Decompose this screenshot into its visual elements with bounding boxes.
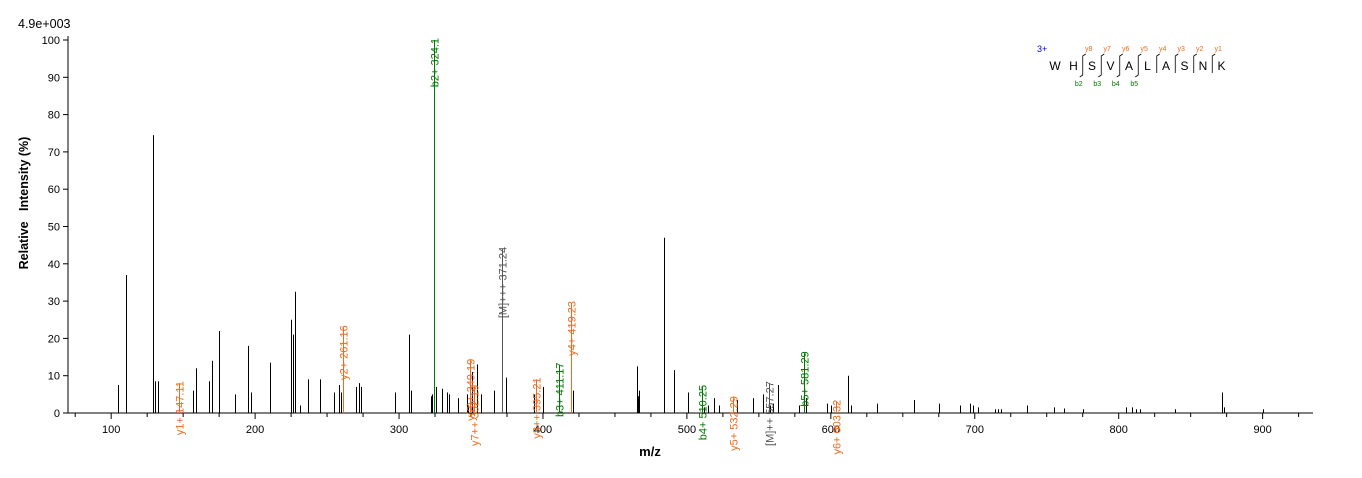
x-tick-label: 500 [678, 424, 696, 436]
y-tick-label: 30 [48, 296, 60, 308]
y-tick-label: 50 [48, 222, 60, 234]
b-ion-label: b4 [1112, 81, 1120, 88]
x-tick-label: 300 [390, 424, 408, 436]
y-ion-label: y6 [1122, 46, 1130, 53]
y-tick-label: 40 [48, 259, 60, 271]
peak-label: [M]+++ 371.24 [498, 247, 510, 318]
sequence-residue: W [1049, 59, 1061, 73]
y-ion-bracket [1082, 53, 1086, 73]
y-ion-bracket [1137, 53, 1142, 73]
peak-label: y1+ 147.11 [175, 381, 187, 435]
y-ion-label: y2 [1196, 46, 1204, 53]
y-ion-label: y3 [1178, 46, 1186, 53]
sequence-residue: A [1125, 59, 1133, 73]
peaks [118, 40, 1264, 413]
sequence-residue: N [1199, 59, 1208, 73]
axes: 0 10 20 30 40 50 60 70 80 90 100 100 200 300 400 500 600… [42, 35, 1313, 436]
x-tick-label: 700 [966, 424, 984, 436]
x-tick-label: 100 [102, 424, 120, 436]
x-axis-title: m/z [639, 444, 661, 459]
b-ion-label: b3 [1093, 81, 1101, 88]
peak-label: y6+ 603.32 [832, 400, 844, 455]
peak-label: b4+ 510.25 [698, 385, 710, 440]
peak-label: b3+ 411.17 [555, 363, 567, 418]
peak-label: y7++ 352.19 [470, 385, 482, 446]
y-ion-label: y8 [1085, 46, 1093, 53]
peak-label: y8++ 395.21 [532, 377, 544, 438]
b-ion-bracket [1116, 73, 1121, 78]
y-ion-bracket [1100, 53, 1105, 73]
sequence-residue: L [1144, 59, 1151, 73]
y-ion-bracket [1119, 53, 1123, 73]
x-tick-label: 800 [1110, 424, 1128, 436]
y-tick-label: 90 [48, 72, 60, 84]
sequence-residue: K [1217, 59, 1225, 73]
sequence-residue: H [1069, 59, 1078, 73]
y-ion-bracket [1156, 53, 1160, 73]
peak-label: y(3)+ 349.19 [466, 359, 478, 421]
y-ion-bracket [1193, 53, 1197, 73]
b-ion-bracket [1098, 73, 1102, 78]
sequence-residue: V [1106, 59, 1114, 73]
b-ion-label: b5 [1130, 81, 1138, 88]
x-tick-label: 200 [246, 424, 264, 436]
y-tick-label: 10 [48, 371, 60, 383]
y-ion-label: y5 [1141, 46, 1149, 53]
y-tick-label: 70 [48, 147, 60, 159]
peak-labels: y1+ 147.11 y2+ 261.16 b2+ 324.1 y(3)+ 349.1… [175, 38, 844, 455]
sequence-residue: S [1180, 59, 1188, 73]
y-ion-bracket [1211, 53, 1216, 73]
peak-label: b2+ 324.1 [430, 38, 442, 87]
y-ion-label: y4 [1159, 46, 1167, 53]
y-ion-label: y1 [1215, 46, 1223, 53]
intensity-scale-label: 4.9e+003 [18, 17, 71, 31]
y-ion-label: y7 [1104, 46, 1112, 53]
b-ion-bracket [1079, 73, 1084, 78]
y-tick-label: 20 [48, 333, 60, 345]
peak-label: [M]++ 557.27 [765, 381, 777, 446]
y-tick-label: 100 [42, 35, 60, 47]
b-ion-bracket [1135, 73, 1139, 78]
x-tick-label: 600 [822, 424, 840, 436]
peak-label: y2+ 261.16 [339, 325, 351, 380]
y-tick-label: 60 [48, 184, 60, 196]
y-axis-title: Relative Intensity (%) [17, 137, 31, 270]
y-ion-bracket [1174, 53, 1179, 73]
sequence-charge: 3+ [1037, 44, 1047, 54]
peak-label: y5+ 532.29 [729, 396, 741, 451]
sequence-residue: A [1162, 59, 1170, 73]
b-ion-label: b2 [1075, 81, 1083, 88]
x-tick-label: 900 [1253, 424, 1271, 436]
x-tick-label: 400 [534, 424, 552, 436]
sequence-residue: S [1088, 59, 1096, 73]
y-tick-label: 0 [54, 408, 60, 420]
peak-label: b5+ 581.29 [800, 351, 812, 406]
y-tick-label: 80 [48, 110, 60, 122]
peak-label: y4+ 419.23 [567, 301, 579, 356]
